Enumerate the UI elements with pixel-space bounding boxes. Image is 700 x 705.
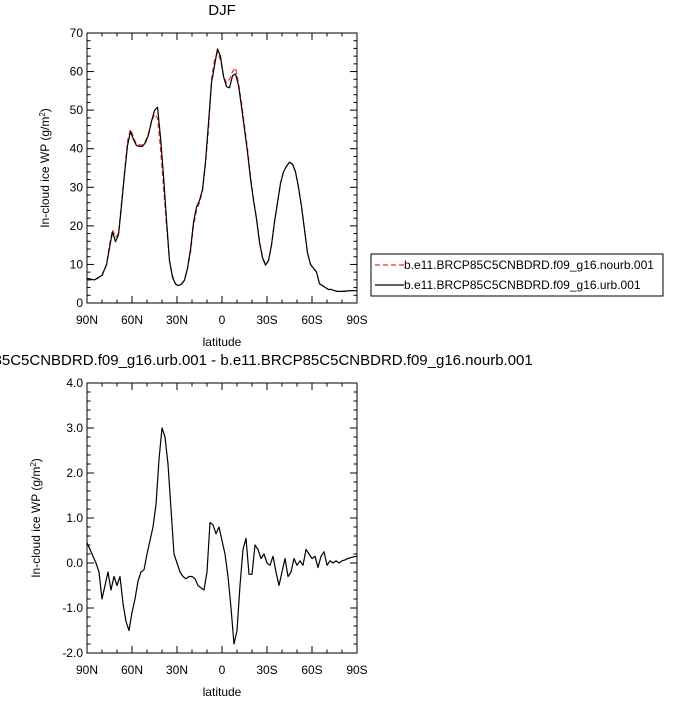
chart-2-title: b.e11.BRCP85C5CNBDRD.f09_g16.urb.001 - b…	[0, 352, 533, 369]
chart-1-plot-area	[86, 48, 357, 292]
chart-1-ytick-label: 60	[70, 65, 84, 79]
chart-1-ytick-label: 40	[70, 142, 84, 156]
chart-2-ytick-label: -1.0	[62, 601, 83, 615]
chart-2-plot-area	[86, 427, 358, 645]
chart-2-series-line-0	[86, 427, 358, 645]
chart-1-ylabel: In-cloud ice WP (g/m2)	[38, 108, 52, 228]
legend-label-urb: b.e11.BRCP85C5CNBDRD.f09_g16.urb.001	[404, 278, 641, 292]
chart-2-xtick-label: 60S	[301, 663, 322, 677]
chart-1-legend: b.e11.BRCP85C5CNBDRD.f09_g16.nourb.001 b…	[370, 253, 664, 297]
chart-2-xtick-label: 30S	[256, 663, 277, 677]
chart-2-ytick-label: 3.0	[66, 421, 83, 435]
chart-1-ytick-label: 50	[70, 103, 84, 117]
chart-1-xtick-label: 0	[219, 313, 226, 327]
chart-2-ytick-label: 4.0	[66, 376, 83, 390]
chart-1-ytick-label: 10	[70, 257, 84, 271]
chart-1-xtick-label: 30S	[256, 313, 277, 327]
chart-1-xtick-label: 60S	[301, 313, 322, 327]
chart-2-xtick-label: 60N	[121, 663, 143, 677]
chart-2-ytick-label: 1.0	[66, 511, 83, 525]
legend-box	[370, 253, 664, 297]
chart-2-ytick-label: 0.0	[66, 556, 83, 570]
chart-1-xtick-label: 90S	[346, 313, 367, 327]
chart-1-ticks: 90N 60N 30N 0 30S 60S 90S 0 10 20 30 40 50 60 70	[70, 26, 368, 327]
chart-2-xlabel: latitude	[203, 685, 242, 699]
chart-1-xtick-label: 60N	[121, 313, 143, 327]
chart-2-xtick-label: 0	[219, 663, 226, 677]
chart-1-ytick-label: 70	[70, 26, 84, 40]
chart-1-ytick-label: 0	[76, 296, 83, 310]
chart-2-frame	[86, 382, 358, 654]
chart-1-ytick-label: 30	[70, 180, 84, 194]
legend-label-nourb: b.e11.BRCP85C5CNBDRD.f09_g16.nourb.001	[404, 258, 654, 272]
chart-2-xtick-label: 90N	[76, 663, 98, 677]
chart-2-xtick-label: 30N	[166, 663, 188, 677]
chart-1-xlabel: latitude	[203, 335, 242, 349]
chart-2-ylabel: In-cloud ice WP (g/m2)	[29, 458, 43, 578]
chart-1-series-line-0	[87, 51, 357, 292]
chart-1-xtick-label: 90N	[76, 313, 98, 327]
chart-2-ytick-label: -2.0	[62, 646, 83, 660]
chart-2-xtick-label: 90S	[346, 663, 367, 677]
chart-1-xtick-label: 30N	[166, 313, 188, 327]
chart-1-title: DJF	[208, 2, 236, 19]
chart-2-ticks: 90N 60N 30N 0 30S 60S 90S -2.0 -1.0 0.0 1.0 2.0 3.0 4…	[62, 376, 367, 677]
chart-1-ytick-label: 20	[70, 219, 84, 233]
chart-2-ytick-label: 2.0	[66, 466, 83, 480]
chart-1-frame	[86, 32, 358, 304]
chart-1-series-line-1	[86, 48, 357, 292]
